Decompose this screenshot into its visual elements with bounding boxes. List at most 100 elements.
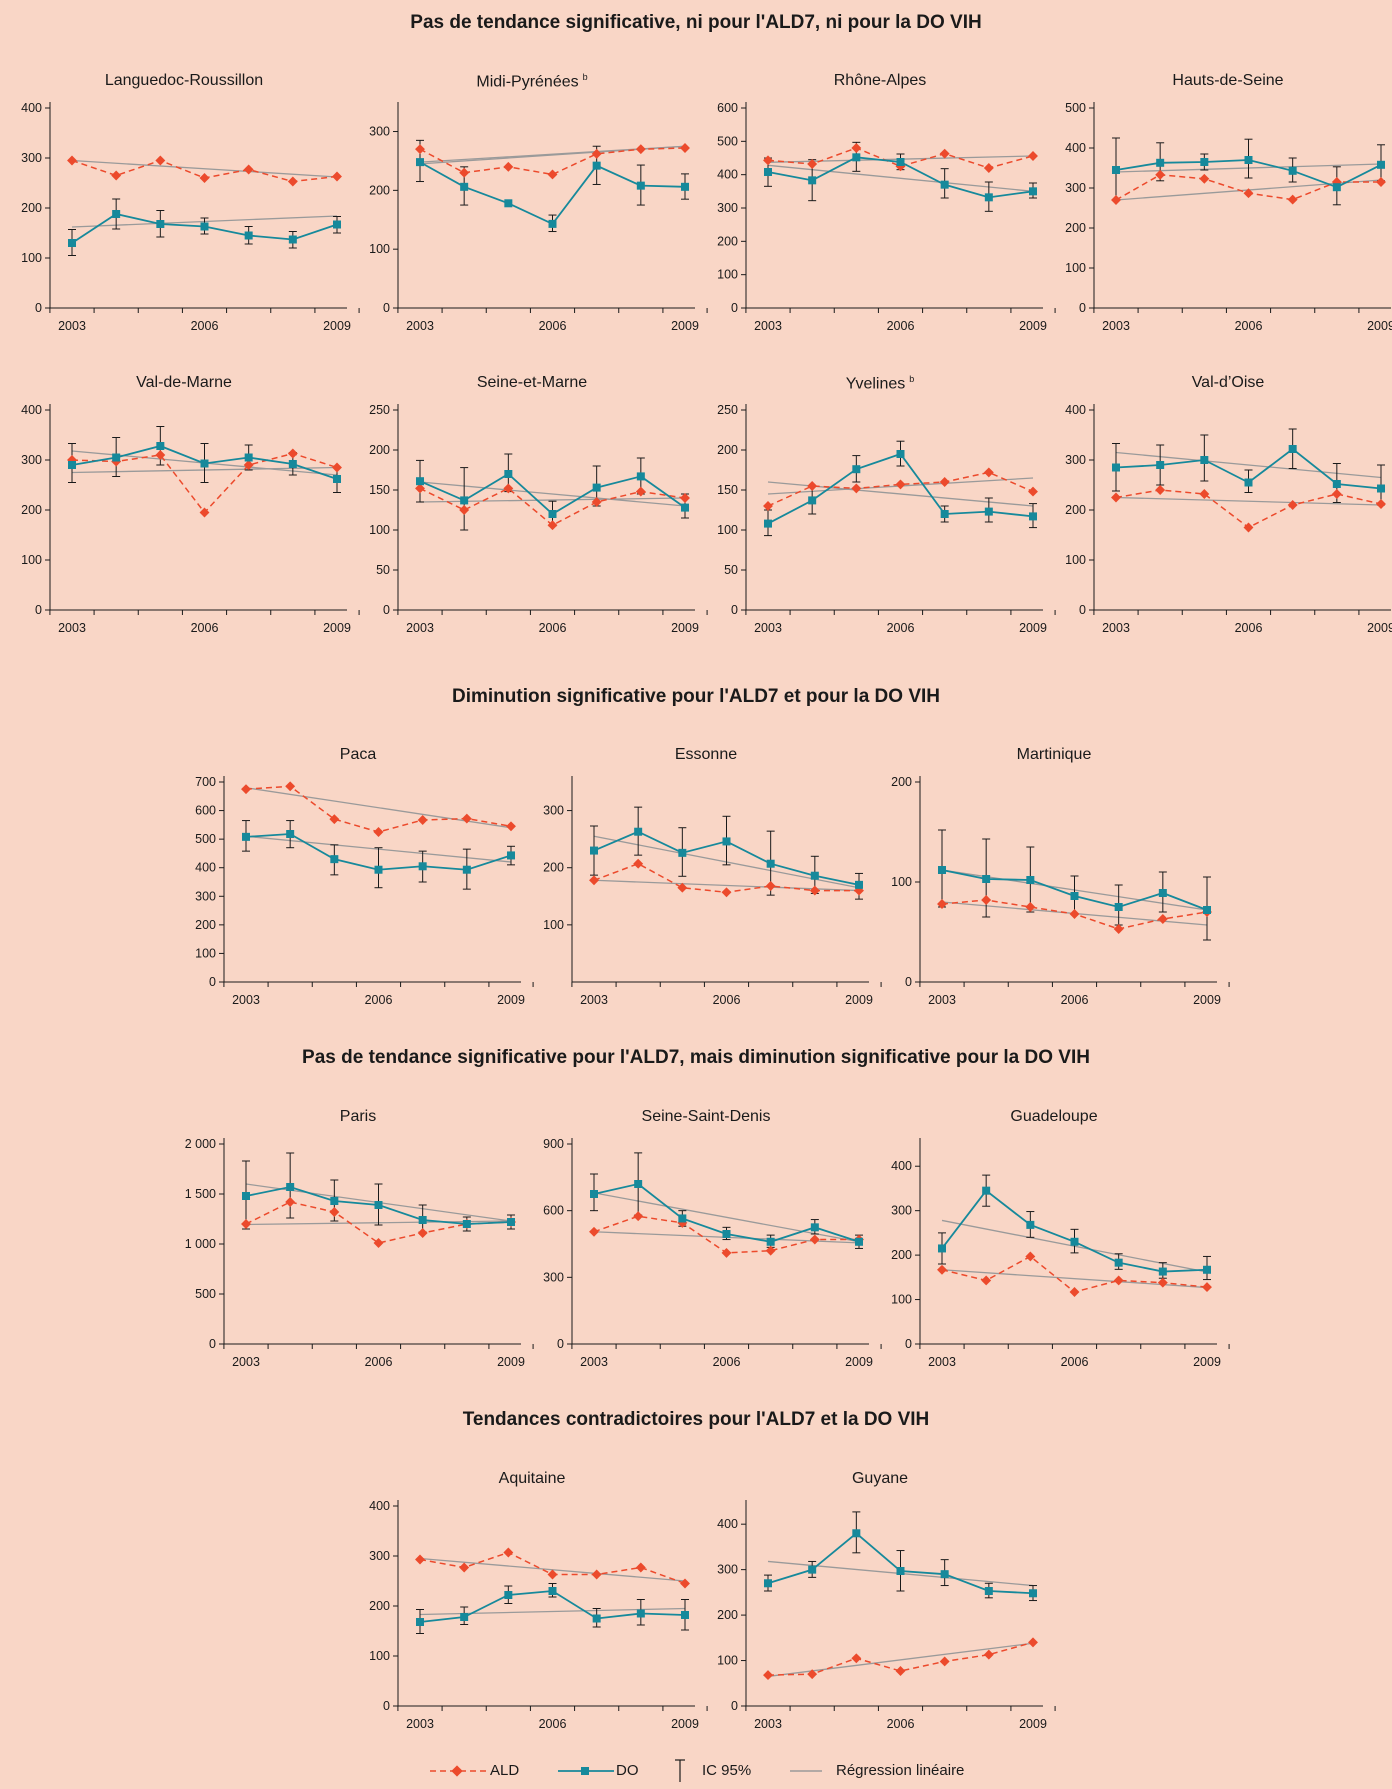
ald-point [851,483,862,494]
y-tick-label: 300 [21,453,42,467]
chart-panel: Paris 0 500 1 000 1 500 2 000 2003 2006 2009 [184,1096,534,1369]
do-point [681,182,689,191]
y-tick-label: 600 [543,1204,564,1218]
do-point [416,158,424,167]
do-point [374,865,383,874]
chart-svg: 0 50 100 150 200 250 2003 2006 2009 [717,403,1056,635]
ald-point [417,815,428,825]
y-tick-label: 200 [21,201,42,215]
chart-panel: Languedoc-Roussillon 0 100 200 300 400 2003 200… [10,60,360,333]
ald-point [287,448,298,459]
y-tick-label: 100 [21,553,42,567]
section-title: Tendances contradictoires pour l'ALD7 et… [462,1409,930,1430]
do-point [416,1618,424,1626]
do-point [460,1613,469,1621]
y-tick-label: 0 [209,975,216,989]
x-tick-label: 2003 [754,621,782,635]
ald-point [633,858,644,869]
ald-point [809,885,820,896]
do-point [852,465,861,474]
y-tick-label: 300 [543,804,564,818]
y-tick-label: 100 [891,1293,912,1307]
chart-title-text: Aquitaine [498,1470,566,1487]
do-point [636,181,645,190]
ald-point [1069,909,1080,919]
ald-point [939,148,950,159]
ald-point [67,155,77,166]
ald-point [589,1226,599,1237]
y-tick-label: 100 [1065,553,1086,567]
ald-point [895,479,906,490]
chart-title-text: Martinique [1016,746,1092,763]
do-point [984,507,993,516]
do-point [808,1565,817,1574]
y-tick-label: 200 [369,1599,390,1613]
ald-point [547,169,558,180]
ald-point [111,170,122,181]
y-tick-label: 100 [717,1654,738,1668]
chart-title: Hauts-de-Seine [1054,72,1392,90]
do-point [1070,892,1079,900]
x-tick-label: 2006 [1235,621,1263,635]
do-point [592,1614,601,1623]
ald-point [633,1211,644,1222]
ald-point [807,481,818,491]
do-point [764,519,772,528]
legend-ald: ALD [428,1758,519,1784]
do-point [244,231,253,240]
chart-title-text: Guyane [851,1470,909,1487]
chart-title-superscript: b [909,374,915,384]
x-tick-label: 2003 [406,319,434,333]
do-point [940,1570,949,1579]
do-point [681,503,689,512]
chart-title: Paris [184,1108,532,1126]
y-tick-label: 400 [1065,403,1086,417]
do-point [1112,166,1120,174]
y-tick-label: 100 [369,242,390,256]
do-point [1332,183,1341,192]
x-tick-label: 2009 [1367,319,1392,333]
do-point [852,1529,861,1538]
do-point [764,168,772,176]
y-tick-label: 500 [195,832,216,846]
legend-do-label: DO [616,1762,639,1779]
ald-point [1028,486,1038,497]
ald-point [937,1264,947,1275]
y-tick-label: 300 [717,201,738,215]
y-tick-label: 300 [1065,181,1086,195]
ald-point [807,159,818,169]
do-point [896,1567,905,1575]
do-point [940,180,949,189]
ald-point [285,1197,296,1207]
x-tick-label: 2009 [1019,621,1047,635]
do-point [68,239,76,247]
do-point [1029,512,1037,521]
do-point [1288,445,1297,453]
chart-panel: Rhône-Alpes 0 100 200 300 400 500 600 2003 2006 20… [706,60,1056,333]
y-tick-label: 200 [21,503,42,517]
ald-point [983,163,994,173]
do-point [548,510,557,518]
ald-point [332,462,342,473]
y-tick-label: 200 [195,918,216,932]
chart-title: Essonne [532,746,880,764]
ald-point [417,1228,428,1238]
chart-svg: 0 300 600 900 2003 2006 2009 [543,1137,882,1369]
do-point [810,871,819,880]
x-tick-label: 2003 [1102,621,1130,635]
do-point [288,235,297,244]
chart-title-text: Paris [339,1108,377,1125]
ald-point [459,1562,470,1573]
ald-point [851,1653,862,1664]
legend: ALD DO IC 95% Régression linéaire [0,1758,1392,1784]
x-tick-label: 2006 [713,1355,741,1369]
do-point [852,153,861,162]
do-point [112,453,121,462]
ald-point [1069,1287,1080,1297]
x-tick-label: 2006 [713,993,741,1007]
y-tick-label: 100 [21,251,42,265]
do-point [808,496,817,505]
do-point [507,851,515,860]
legend-ald-label: ALD [490,1762,520,1779]
y-tick-label: 300 [717,1563,738,1577]
